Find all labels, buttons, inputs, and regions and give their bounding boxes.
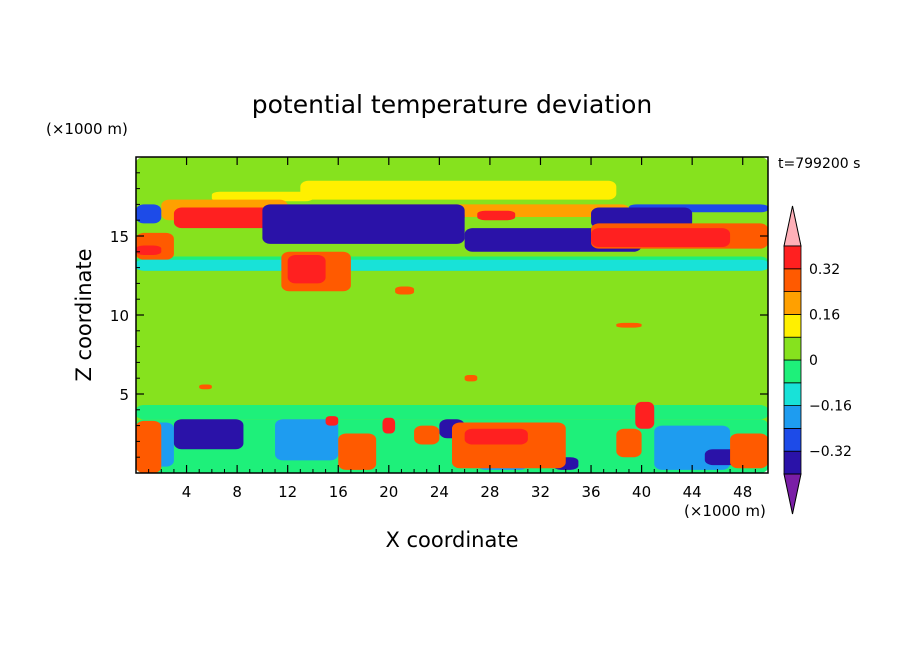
x-tick-label: 32 — [531, 483, 550, 501]
field-patch — [464, 375, 478, 382]
field-patch — [338, 433, 377, 470]
x-tick-label: 24 — [430, 483, 449, 501]
y-unit-label: (×1000 m) — [46, 120, 128, 138]
field-patch — [287, 254, 326, 284]
y-axis: 5 10 15 — [110, 172, 768, 458]
chart-title: potential temperature deviation — [252, 90, 652, 119]
colorbar-bin — [783, 359, 802, 384]
field-patch — [173, 207, 276, 229]
colorbar-bin — [783, 450, 802, 475]
field-patch — [395, 286, 415, 295]
field-patch — [136, 204, 162, 224]
colorbar-label: −0.32 — [809, 444, 852, 460]
field-patch — [136, 420, 162, 473]
x-axis: 4 8 12 16 20 24 28 32 36 40 44 48 — [148, 157, 756, 501]
colorbar-max-triangle — [783, 205, 802, 247]
field-patch — [275, 419, 339, 461]
colorbar-label: 0.16 — [809, 307, 840, 323]
field-patch — [635, 401, 655, 429]
field-patch — [199, 384, 212, 390]
x-tick-label: 48 — [733, 483, 752, 501]
colorbar-bin — [783, 405, 802, 429]
colorbar-bin — [783, 336, 802, 361]
field-patch — [730, 433, 768, 469]
field-patch — [211, 191, 313, 202]
x-tick-label: 20 — [379, 483, 398, 501]
field-patch — [616, 428, 642, 458]
x-tick-label: 4 — [182, 483, 192, 501]
field-patch — [325, 416, 339, 426]
colorbar-label: −0.16 — [809, 399, 852, 415]
field-patch — [414, 425, 440, 445]
x-axis-label: X coordinate — [385, 528, 518, 552]
field-patch — [382, 417, 396, 434]
field-patch — [173, 419, 244, 450]
field-patch — [136, 245, 162, 255]
colorbar-bin — [783, 313, 802, 338]
colorbar-label: 0.32 — [809, 262, 840, 278]
field-patch — [464, 428, 528, 445]
field-patch — [616, 322, 642, 328]
colorbar-bin — [783, 427, 802, 452]
x-tick-label: 44 — [683, 483, 702, 501]
field-patch — [591, 207, 693, 229]
y-tick-label: 5 — [119, 386, 129, 404]
x-tick-label: 40 — [632, 483, 651, 501]
field-patch — [136, 270, 768, 292]
field-patch — [136, 259, 768, 271]
x-unit-label: (×1000 m) — [684, 502, 766, 520]
x-tick-label: 28 — [480, 483, 499, 501]
field-patch — [186, 283, 718, 410]
field-patch — [262, 204, 465, 244]
colorbar-bin — [783, 268, 802, 292]
time-label: t=799200 s — [778, 156, 860, 172]
field-plot — [136, 157, 768, 473]
y-tick-label: 15 — [110, 228, 129, 246]
field-patch — [591, 228, 731, 248]
y-axis-label: Z coordinate — [72, 248, 96, 381]
field-patch — [300, 180, 617, 200]
colorbar: 0.32 0.16 0 −0.16 −0.32 — [783, 205, 852, 515]
x-tick-label: 36 — [581, 483, 600, 501]
x-tick-label: 8 — [232, 483, 242, 501]
x-tick-label: 12 — [278, 483, 297, 501]
x-tick-label: 16 — [329, 483, 348, 501]
colorbar-bin — [783, 291, 802, 315]
colorbar-label: 0 — [809, 353, 818, 369]
field-patch — [136, 405, 768, 420]
colorbar-bin — [783, 382, 802, 406]
colorbar-bin — [783, 245, 802, 270]
y-tick-label: 10 — [110, 307, 129, 325]
colorbar-min-triangle — [783, 473, 802, 515]
field-patch — [477, 210, 516, 221]
